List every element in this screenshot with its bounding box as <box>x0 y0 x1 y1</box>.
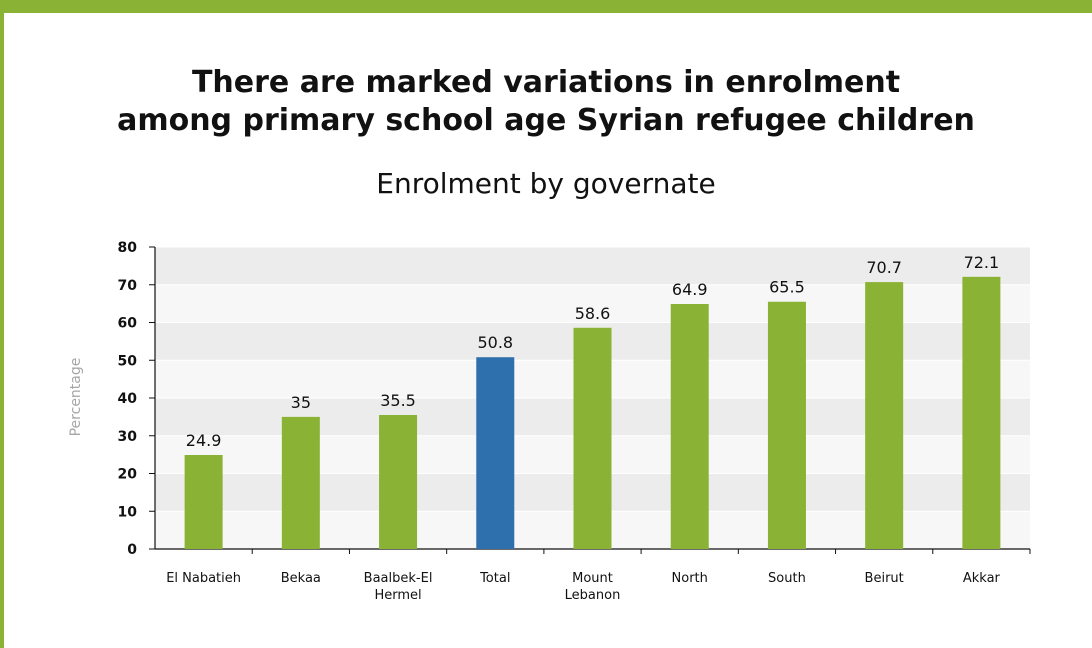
left-accent-bar <box>0 13 4 648</box>
data-label: 58.6 <box>575 304 611 323</box>
bar <box>184 455 223 549</box>
grid-band <box>155 247 1030 285</box>
x-tick-label: North <box>672 571 708 586</box>
bar <box>573 327 612 549</box>
y-tick-label: 50 <box>118 353 138 369</box>
bar <box>476 357 515 549</box>
data-label: 24.9 <box>186 431 222 450</box>
x-tick-label: Akkar <box>963 571 1001 586</box>
x-tick-label: El Nabatieh <box>166 571 241 586</box>
y-tick-label: 30 <box>118 429 138 445</box>
x-tick-label: Baalbek-El <box>364 571 433 586</box>
y-tick-label: 60 <box>118 316 138 332</box>
data-label: 72.1 <box>964 253 1000 272</box>
data-label: 35.5 <box>380 391 416 410</box>
y-tick-label: 10 <box>118 504 138 520</box>
bar <box>379 414 418 549</box>
x-tick-label: South <box>768 571 806 586</box>
chart-title-line-1: There are marked variations in enrolment <box>191 65 901 100</box>
chart-subtitle: Enrolment by governate <box>376 167 716 200</box>
x-tick-label: Hermel <box>374 588 421 603</box>
x-tick-label: Beirut <box>865 571 904 586</box>
y-tick-label: 40 <box>118 391 138 407</box>
y-tick-label: 80 <box>118 240 138 256</box>
bar <box>962 276 1001 549</box>
data-label: 50.8 <box>477 333 513 352</box>
y-tick-label: 70 <box>118 278 138 294</box>
data-label: 70.7 <box>866 258 902 277</box>
bar <box>865 282 904 549</box>
y-tick-label: 20 <box>118 467 138 483</box>
data-label: 65.5 <box>769 278 805 297</box>
x-tick-label: Bekaa <box>281 571 321 586</box>
chart-title: There are marked variations in enrolment… <box>0 64 1092 140</box>
top-accent-bar <box>0 0 1092 13</box>
bar <box>670 304 709 549</box>
bar <box>281 416 320 549</box>
y-tick-label: 0 <box>127 542 137 558</box>
x-tick-label: Mount <box>572 571 613 586</box>
bar <box>767 301 806 549</box>
x-tick-label: Lebanon <box>565 588 621 603</box>
data-label: 64.9 <box>672 280 708 299</box>
data-label: 35 <box>291 393 311 412</box>
chart-title-line-2: among primary school age Syrian refugee … <box>117 103 975 138</box>
x-tick-label: Total <box>479 571 510 586</box>
